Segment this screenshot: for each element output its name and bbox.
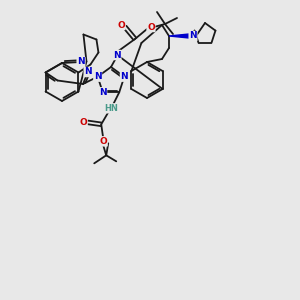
- Text: N: N: [121, 72, 128, 81]
- Text: N: N: [77, 58, 85, 67]
- Text: O: O: [99, 137, 107, 146]
- Text: O: O: [147, 22, 155, 32]
- Text: N: N: [94, 72, 101, 81]
- Text: N: N: [189, 32, 197, 40]
- Text: N: N: [113, 50, 121, 59]
- Text: N: N: [99, 88, 106, 97]
- Text: O: O: [117, 20, 125, 29]
- Text: O: O: [80, 118, 87, 127]
- Text: HN: HN: [104, 104, 118, 113]
- Polygon shape: [169, 34, 189, 38]
- Text: N: N: [84, 68, 92, 76]
